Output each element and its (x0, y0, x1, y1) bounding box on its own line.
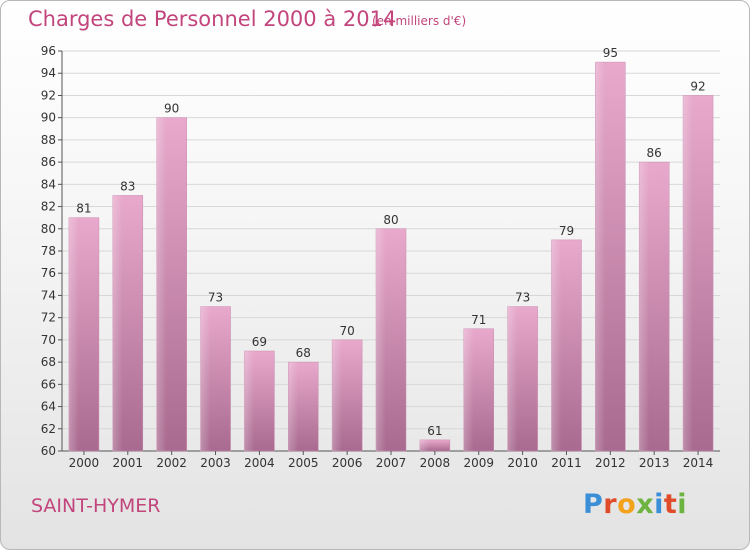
bar-value-label: 73 (208, 291, 223, 305)
bar-highlight (68, 217, 79, 451)
bar-value-label: 68 (296, 346, 311, 360)
bar-value-label: 83 (120, 179, 135, 193)
x-tick-label: 2014 (683, 456, 714, 470)
y-tick-label: 84 (41, 177, 56, 191)
bar-value-label: 92 (690, 79, 705, 93)
bar-highlight (156, 117, 167, 452)
bar-value-label: 90 (164, 102, 179, 116)
bar-highlight (288, 362, 299, 451)
y-tick-label: 64 (41, 400, 56, 414)
y-tick-label: 62 (41, 422, 56, 436)
bar-highlight (639, 162, 650, 451)
bar-value-label: 79 (559, 224, 574, 238)
logo-letter: t (663, 489, 678, 520)
y-tick-label: 76 (41, 266, 56, 280)
bar-highlight (683, 95, 694, 451)
logo-letter: o (617, 489, 637, 520)
bar-value-label: 81 (76, 202, 91, 216)
x-tick-label: 2009 (463, 456, 494, 470)
bar-highlight (200, 306, 211, 451)
y-tick-label: 92 (41, 88, 56, 102)
bar-value-label: 70 (339, 324, 354, 338)
x-tick-label: 2008 (420, 456, 451, 470)
y-tick-label: 74 (41, 288, 56, 302)
x-tick-label: 2003 (200, 456, 231, 470)
x-tick-label: 2005 (288, 456, 319, 470)
y-tick-label: 80 (41, 222, 56, 236)
y-tick-label: 88 (41, 133, 56, 147)
bar-highlight (244, 351, 255, 451)
bar-highlight (376, 228, 386, 451)
x-tick-label: 2010 (507, 456, 538, 470)
y-tick-label: 66 (41, 377, 56, 391)
y-tick-label: 70 (41, 333, 56, 347)
y-tick-label: 90 (41, 111, 56, 125)
y-tick-label: 68 (41, 355, 56, 369)
y-tick-label: 82 (41, 200, 56, 214)
bar-value-label: 95 (603, 46, 618, 60)
bar-value-label: 69 (252, 335, 267, 349)
bar-value-label: 61 (427, 424, 442, 438)
x-tick-label: 2002 (156, 456, 187, 470)
logo-letter: i (677, 489, 688, 520)
x-tick-label: 2006 (332, 456, 363, 470)
proxiti-logo: Proxiti (583, 489, 687, 520)
bar-highlight (332, 339, 343, 451)
x-tick-label: 2004 (244, 456, 275, 470)
bar-highlight (419, 439, 430, 451)
y-tick-label: 60 (41, 444, 56, 458)
chart-title: Charges de Personnel 2000 à 2014 (28, 7, 397, 31)
bar-highlight (463, 328, 474, 451)
y-tick-label: 78 (41, 244, 56, 258)
x-tick-label: 2012 (595, 456, 626, 470)
bar-highlight (507, 306, 518, 451)
logo-letter: P (583, 489, 604, 520)
logo-letter: i (654, 489, 664, 520)
x-tick-label: 2000 (69, 456, 100, 470)
commune-name: SAINT-HYMER (31, 495, 161, 517)
logo-letter: r (603, 489, 618, 520)
y-tick-label: 72 (41, 311, 56, 325)
bar-highlight (551, 239, 562, 451)
logo-letter: x (636, 489, 655, 520)
x-tick-label: 2011 (551, 456, 582, 470)
x-tick-label: 2001 (113, 456, 144, 470)
x-tick-label: 2007 (376, 456, 407, 470)
bar-highlight (112, 195, 123, 451)
bar-highlight (595, 62, 606, 451)
bar-value-label: 80 (383, 213, 398, 227)
bar-value-label: 73 (515, 291, 530, 305)
bar-value-label: 86 (647, 146, 662, 160)
y-tick-label: 86 (41, 155, 56, 169)
chart-subtitle: (en milliers d'€) (372, 14, 467, 28)
y-tick-label: 94 (41, 66, 56, 80)
y-tick-label: 96 (41, 44, 56, 58)
bar-value-label: 71 (471, 313, 486, 327)
x-tick-label: 2013 (639, 456, 670, 470)
